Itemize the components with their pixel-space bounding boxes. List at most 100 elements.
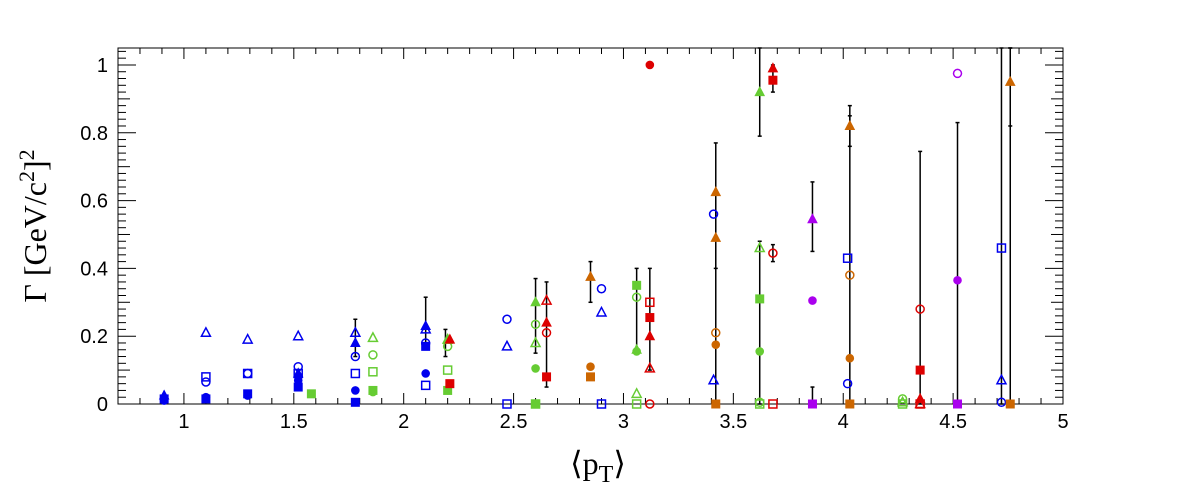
x-tick-label: 3.5 <box>719 411 747 433</box>
data-point <box>530 319 541 330</box>
data-point <box>158 389 170 400</box>
data-point <box>541 316 552 327</box>
data-point <box>996 397 1007 408</box>
data-point <box>845 353 855 363</box>
x-axis-title: ⟨pT⟩ <box>570 445 626 488</box>
y-tick-label: 0 <box>97 394 108 416</box>
data-point <box>368 387 378 397</box>
data-point <box>755 294 765 304</box>
data-point <box>844 119 856 130</box>
data-point <box>201 394 211 404</box>
data-point <box>442 365 453 375</box>
tick-labels: 1 1.5 2 2.5 3 3.5 4 4.5 5 0 0.2 0.4 0.6 0.8 1 <box>80 55 1068 433</box>
data-point <box>444 333 456 344</box>
data-point <box>710 231 722 242</box>
data-point <box>897 394 908 404</box>
data-markers <box>158 60 1016 409</box>
data-point <box>645 399 655 409</box>
data-point <box>645 313 655 323</box>
data-point <box>502 399 512 409</box>
data-point <box>845 270 855 280</box>
y-axis-title: Γ [GeV/c2]2 <box>14 149 53 302</box>
data-point <box>842 378 853 389</box>
x-tick-label: 5 <box>1057 411 1068 433</box>
x-tick-label: 1 <box>178 411 189 433</box>
data-point <box>501 339 513 351</box>
data-point <box>915 365 925 375</box>
y-tick-label: 0.2 <box>80 326 108 348</box>
data-point <box>645 60 655 70</box>
data-point <box>915 304 925 314</box>
data-point <box>420 380 431 391</box>
data-point <box>953 399 963 409</box>
data-point <box>586 362 595 372</box>
data-point <box>293 382 303 392</box>
data-point <box>529 336 542 348</box>
y-tick-label: 1 <box>97 55 108 77</box>
x-tick-label: 4.5 <box>939 411 967 433</box>
data-point <box>530 399 541 409</box>
error-bars <box>353 47 1013 405</box>
data-point <box>420 338 431 348</box>
data-point <box>200 326 212 338</box>
data-point <box>541 328 552 338</box>
data-point <box>596 283 607 294</box>
data-point <box>351 386 360 395</box>
data-point <box>768 248 778 258</box>
data-point <box>243 389 253 399</box>
data-point <box>292 329 304 341</box>
data-point <box>542 372 552 382</box>
data-point <box>1005 399 1015 409</box>
y-tick-label: 0.8 <box>80 123 108 145</box>
data-point <box>631 343 642 354</box>
data-point <box>995 373 1008 385</box>
data-point <box>707 373 720 385</box>
data-point <box>767 62 779 73</box>
data-point <box>755 347 765 356</box>
data-point <box>711 340 721 349</box>
data-point <box>644 330 656 341</box>
x-tick-label: 2 <box>398 411 409 433</box>
data-point <box>645 297 655 308</box>
data-point <box>710 186 722 197</box>
data-point <box>367 331 379 343</box>
data-point <box>631 399 642 409</box>
data-point <box>349 326 362 338</box>
data-point <box>1004 75 1016 86</box>
data-point <box>630 387 643 399</box>
data-point <box>242 368 253 379</box>
data-point <box>585 270 596 281</box>
data-point <box>531 364 540 373</box>
data-point <box>753 241 766 253</box>
data-point <box>644 361 656 373</box>
data-point <box>952 68 963 79</box>
data-point <box>631 292 642 302</box>
data-point <box>808 296 817 305</box>
plot-frame <box>117 47 1064 405</box>
axis-ticks <box>117 48 1064 405</box>
x-tick-label: 3 <box>618 411 629 433</box>
data-point <box>807 213 818 224</box>
data-point <box>768 75 778 85</box>
data-point <box>350 351 361 362</box>
data-point <box>293 361 303 372</box>
data-point <box>502 314 512 324</box>
data-point <box>914 397 926 409</box>
data-point <box>350 368 361 379</box>
data-point <box>708 209 719 219</box>
data-point <box>807 399 817 409</box>
data-point <box>711 399 721 409</box>
data-point <box>419 322 432 334</box>
data-point <box>768 399 778 409</box>
data-point <box>754 86 766 97</box>
data-point <box>996 243 1007 253</box>
data-point <box>595 305 608 317</box>
data-point <box>306 389 316 399</box>
data-point <box>540 293 553 305</box>
data-point <box>953 275 962 285</box>
data-point <box>586 372 595 382</box>
data-point <box>421 369 430 378</box>
data-point <box>201 372 211 382</box>
data-point <box>896 395 909 407</box>
